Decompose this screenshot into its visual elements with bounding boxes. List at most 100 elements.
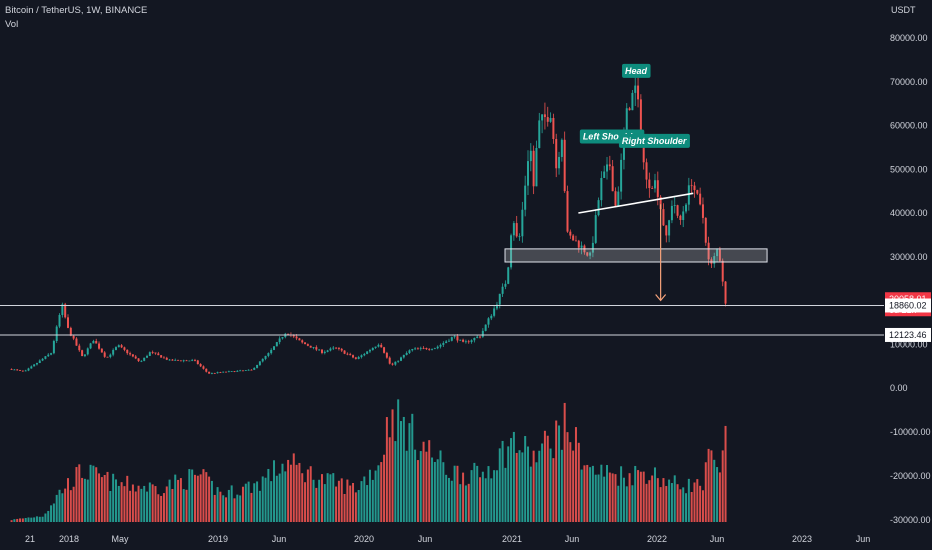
- time-axis-tick: 2023: [792, 534, 812, 544]
- candle-body: [690, 185, 693, 187]
- volume-bar: [521, 452, 524, 522]
- volume-bar: [526, 446, 529, 522]
- volume-bar: [35, 516, 38, 522]
- candle-body: [648, 179, 651, 189]
- candle-body: [273, 346, 276, 350]
- candle-body: [716, 249, 719, 257]
- candle-body: [473, 337, 476, 341]
- candle-body: [696, 190, 699, 194]
- volume-bar: [546, 435, 549, 522]
- candle-body: [126, 349, 129, 354]
- pattern-annotation-box: [622, 63, 651, 78]
- candle-body: [645, 162, 648, 180]
- time-axis-tick: Jun: [565, 534, 580, 544]
- volume-bar: [493, 470, 496, 522]
- volume-bar: [538, 450, 541, 522]
- candle-body: [261, 358, 264, 362]
- candle-body: [653, 180, 656, 189]
- candle-body: [687, 185, 690, 205]
- pattern-annotation-label: Left Shoulder: [583, 131, 641, 141]
- candle-body: [704, 217, 707, 243]
- candle-body: [541, 114, 544, 121]
- volume-bar: [109, 490, 112, 522]
- candle-body: [532, 150, 535, 187]
- candle-body: [724, 281, 727, 304]
- price-axis-tick: 80000.00: [890, 33, 928, 43]
- volume-bar: [428, 440, 431, 522]
- candle-body: [487, 318, 490, 325]
- volume-bar: [222, 495, 225, 522]
- volume-bar: [583, 465, 586, 522]
- candle-body: [693, 185, 696, 191]
- volume-bar: [439, 450, 442, 522]
- pattern-annotation-label: Right Shoulder: [622, 136, 687, 146]
- volume-bar: [292, 453, 295, 522]
- volume-bar: [131, 484, 134, 522]
- volume-bar: [270, 481, 273, 522]
- candle-body: [414, 348, 417, 350]
- candle-body: [524, 185, 527, 210]
- volume-bar: [298, 462, 301, 522]
- volume-bar: [642, 471, 645, 522]
- candle-body: [614, 191, 617, 206]
- volume-bar: [442, 462, 445, 522]
- candle-body: [50, 353, 53, 355]
- volume-bar: [543, 430, 546, 522]
- volume-bar: [696, 479, 699, 522]
- candle-body: [445, 341, 448, 344]
- neckline: [578, 192, 694, 214]
- candle-body: [44, 356, 47, 359]
- candle-body: [459, 339, 462, 341]
- candle-body: [320, 349, 323, 353]
- volume-bar: [357, 490, 360, 522]
- candle-body: [230, 371, 233, 372]
- candle-body: [622, 136, 625, 160]
- volume-bar: [241, 486, 244, 522]
- candle-body: [86, 348, 89, 355]
- candle-body: [306, 344, 309, 346]
- candle-body: [371, 347, 374, 351]
- candle-body: [165, 357, 168, 360]
- candle-body: [436, 346, 439, 349]
- candle-body: [92, 340, 95, 344]
- candle-body: [188, 360, 191, 362]
- candle-body: [281, 337, 284, 339]
- volume-bar: [148, 482, 151, 522]
- candle-body: [552, 117, 555, 139]
- candle-body: [298, 338, 301, 341]
- volume-bar: [112, 473, 115, 522]
- candle-body: [419, 347, 422, 349]
- volume-bar: [78, 464, 81, 522]
- candle-body: [236, 370, 239, 372]
- price-axis-tick: 60000.00: [890, 121, 928, 131]
- candle-body: [140, 360, 143, 362]
- candle-body: [388, 357, 391, 364]
- volume-bar: [208, 476, 211, 522]
- volume-bar: [123, 486, 126, 522]
- volume-bar: [182, 489, 185, 522]
- volume-bar: [89, 464, 92, 522]
- candle-body: [411, 348, 414, 351]
- volume-bar: [631, 485, 634, 522]
- candle-body: [360, 355, 363, 358]
- candle-body: [526, 161, 529, 186]
- candle-body: [179, 360, 182, 362]
- volume-bar: [524, 436, 527, 522]
- level-price-badge: [885, 298, 931, 313]
- candle-body: [385, 352, 388, 358]
- candle-body: [16, 369, 19, 371]
- candle-body: [608, 164, 611, 167]
- time-axis-tick: May: [111, 534, 129, 544]
- volume-bar: [151, 484, 154, 522]
- volume-bar: [103, 474, 106, 522]
- candle-body: [137, 358, 140, 362]
- candle-body: [193, 359, 196, 361]
- volume-bar: [566, 432, 569, 522]
- candle-body: [177, 359, 180, 361]
- candle-body: [374, 346, 377, 348]
- time-axis-tick: 2018: [59, 534, 79, 544]
- candle-body: [560, 139, 563, 157]
- volume-bar: [682, 487, 685, 522]
- volume-bar: [50, 505, 53, 522]
